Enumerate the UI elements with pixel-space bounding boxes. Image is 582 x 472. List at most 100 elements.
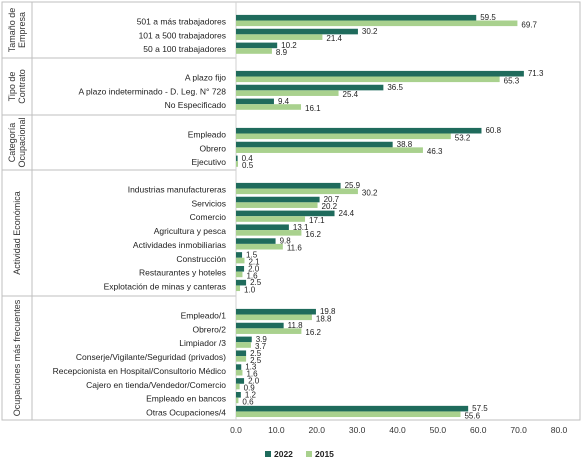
value-label-2015: 0.5 — [242, 161, 254, 170]
legend-label-2022: 2022 — [274, 449, 293, 459]
group-label: Tamaño de — [7, 8, 17, 53]
value-label-2015: 3.7 — [255, 342, 267, 351]
value-label-2015: 2.5 — [250, 356, 262, 365]
category-labels: 501 a más trabajadores 101 a 500 trabajad… — [53, 17, 227, 418]
bar-2015 — [236, 397, 239, 404]
bar-2022 — [236, 182, 341, 189]
category-label: Restaurantes y hoteles — [139, 268, 226, 278]
bar-2022 — [236, 42, 278, 49]
value-label-2015: 65.3 — [504, 76, 520, 85]
bar-2015 — [236, 216, 306, 222]
bar-2015 — [236, 34, 323, 40]
bar-2022 — [236, 378, 245, 384]
category-label: Otras Ocupaciones/4 — [146, 407, 226, 417]
bar-2022 — [236, 196, 320, 203]
bar-2022 — [236, 405, 469, 412]
bar-2022 — [236, 252, 243, 258]
category-label: Industrias manufactureras — [128, 185, 226, 195]
bar-2015 — [236, 230, 302, 236]
bar-2015 — [236, 202, 318, 208]
value-label-2015: 11.6 — [287, 244, 303, 253]
category-label: A plazo fijo — [185, 73, 226, 83]
x-tick-label: 40.0 — [389, 425, 406, 435]
bar-2015 — [236, 104, 302, 110]
legend-label-2015: 2015 — [315, 449, 334, 459]
category-label: 501 a más trabajadores — [137, 17, 226, 27]
bar-2015 — [236, 161, 239, 167]
bar-2015 — [236, 188, 358, 195]
bar-2015 — [236, 243, 283, 250]
bar-2022 — [236, 70, 524, 77]
category-label: No Especificado — [165, 100, 227, 110]
value-label-2022: 2.5 — [250, 349, 262, 358]
value-label-2022: 25.9 — [345, 181, 361, 190]
bar-2015 — [236, 90, 339, 96]
value-label-2015: 53.2 — [455, 133, 471, 142]
category-label: Explotación de minas y canteras — [104, 281, 226, 291]
value-label-2015: 17.1 — [309, 216, 325, 225]
bar-2022 — [236, 238, 276, 244]
category-label: Limpiador /3 — [179, 338, 226, 348]
value-label-2015: 1.6 — [246, 370, 258, 379]
category-label: Agricultura y pesca — [154, 226, 227, 236]
value-label-2022: 10.2 — [281, 41, 297, 50]
category-label: Recepcionista en Hospital/Consultorio Mé… — [53, 366, 227, 376]
category-label: Obrero/2 — [192, 324, 226, 334]
value-label-2015: 20.2 — [322, 202, 338, 211]
bar-2015 — [236, 133, 451, 140]
bar-2022 — [236, 127, 482, 134]
bar-2022 — [236, 28, 358, 35]
value-label-2015: 2.1 — [248, 258, 260, 267]
value-label-2022: 30.2 — [362, 27, 378, 36]
value-label-2015: 46.3 — [427, 147, 443, 156]
bar-2022 — [236, 266, 245, 272]
value-label-2022: 9.4 — [278, 97, 290, 106]
bar-2022 — [236, 84, 384, 91]
value-label-2022: 20.7 — [324, 195, 340, 204]
bar-2022 — [236, 155, 238, 162]
bar-2022 — [236, 14, 477, 21]
category-label: 50 a 100 trabajadores — [143, 44, 226, 54]
value-label-2022: 11.8 — [288, 321, 304, 330]
bar-2015 — [236, 356, 247, 362]
value-label-2022: 1.5 — [246, 250, 258, 259]
x-tick-label: 80.0 — [551, 425, 568, 435]
value-label-2015: 0.9 — [244, 384, 256, 393]
bar-2015 — [236, 147, 423, 153]
category-label: A plazo indeterminado - D. Leg. N° 728 — [78, 86, 226, 96]
category-label: 101 a 500 trabajadores — [139, 30, 226, 40]
bar-2022 — [236, 279, 247, 286]
x-tick-label: 70.0 — [510, 425, 527, 435]
bar-2015 — [236, 328, 302, 334]
chart-border — [1, 1, 581, 421]
value-label-2022: 71.3 — [528, 69, 544, 78]
bar-2015 — [236, 342, 251, 348]
value-label-2022: 59.5 — [480, 13, 496, 22]
group-label: Actividad Económica — [12, 191, 22, 275]
bar-2015 — [236, 411, 461, 418]
x-tick-label: 20.0 — [308, 425, 325, 435]
value-label-2015: 8.9 — [276, 48, 288, 57]
bar-2022 — [236, 224, 289, 231]
bar-2022 — [236, 141, 393, 148]
legend-swatch-2015 — [306, 451, 312, 457]
bar-2015 — [236, 20, 518, 27]
bar-2022 — [236, 98, 274, 105]
value-label-2022: 2.0 — [248, 264, 260, 273]
value-label-2015: 1.6 — [246, 271, 258, 280]
bar-2022 — [236, 350, 247, 357]
category-label: Comercio — [190, 212, 227, 222]
x-tick-label: 60.0 — [470, 425, 487, 435]
category-label: Ejecutivo — [192, 157, 227, 167]
value-label-2015: 16.1 — [305, 104, 321, 113]
value-label-2022: 38.8 — [397, 140, 413, 149]
value-label-2015: 30.2 — [362, 188, 378, 197]
value-labels: 59.5 69.7 30.2 21.4 10.28.9 71.3 65.3 36.5 25.4 9… — [242, 13, 544, 420]
x-axis: 0.0 10.0 20.0 30.0 40.0 50.0 60.0 70.0 80.0 — [230, 425, 567, 435]
value-label-2022: 9.8 — [280, 237, 292, 246]
value-label-2022: 3.9 — [256, 335, 268, 344]
bar-2015 — [236, 285, 241, 292]
value-label-2022: 19.8 — [320, 307, 336, 316]
bar-2015 — [236, 383, 240, 390]
bar-2022 — [236, 364, 242, 370]
